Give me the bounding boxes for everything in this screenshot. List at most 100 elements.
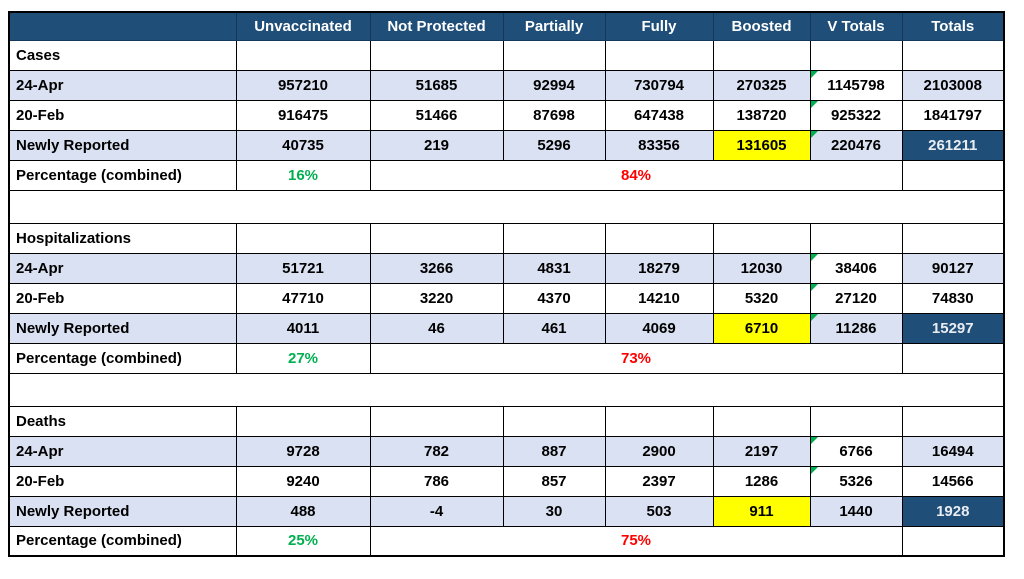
data-cell[interactable]: 911	[712, 495, 811, 527]
percentage-label-cell[interactable]: Percentage (combined)	[8, 525, 237, 557]
empty-cell[interactable]	[901, 342, 1005, 374]
data-cell[interactable]: 957210	[235, 69, 371, 101]
empty-cell[interactable]	[235, 39, 371, 71]
percentage-label-cell[interactable]: Percentage (combined)	[8, 159, 237, 191]
data-cell[interactable]: 5326	[809, 465, 903, 497]
data-cell[interactable]: 46	[369, 312, 504, 344]
data-cell[interactable]: 1841797	[901, 99, 1005, 131]
percentage-vaccinated-cell[interactable]: 75%	[369, 525, 903, 557]
row-label-cell[interactable]: 20-Feb	[8, 99, 237, 131]
empty-cell[interactable]	[901, 222, 1005, 254]
data-cell[interactable]: 730794	[604, 69, 714, 101]
empty-cell[interactable]	[502, 405, 606, 437]
row-label-cell[interactable]: Newly Reported	[8, 129, 237, 161]
data-cell[interactable]: 90127	[901, 252, 1005, 284]
data-cell[interactable]: 47710	[235, 282, 371, 314]
empty-cell[interactable]	[712, 405, 811, 437]
data-cell[interactable]: 12030	[712, 252, 811, 284]
data-cell[interactable]: 74830	[901, 282, 1005, 314]
data-cell[interactable]: 27120	[809, 282, 903, 314]
row-label-cell[interactable]: Newly Reported	[8, 312, 237, 344]
percentage-unvaccinated-cell[interactable]: 25%	[235, 525, 371, 557]
data-cell[interactable]: 1440	[809, 495, 903, 527]
data-cell[interactable]: 857	[502, 465, 606, 497]
data-cell[interactable]: 1286	[712, 465, 811, 497]
data-cell[interactable]: 131605	[712, 129, 811, 161]
row-label-cell[interactable]: 20-Feb	[8, 465, 237, 497]
data-cell[interactable]: 4069	[604, 312, 714, 344]
data-cell[interactable]: 219	[369, 129, 504, 161]
empty-cell[interactable]	[809, 222, 903, 254]
empty-cell[interactable]	[369, 405, 504, 437]
data-cell[interactable]: 2197	[712, 435, 811, 467]
empty-cell[interactable]	[809, 39, 903, 71]
data-cell[interactable]: 51685	[369, 69, 504, 101]
column-header-unvaccinated[interactable]: Unvaccinated	[235, 11, 371, 41]
empty-cell[interactable]	[901, 525, 1005, 557]
empty-cell[interactable]	[901, 39, 1005, 71]
empty-cell[interactable]	[712, 39, 811, 71]
data-cell[interactable]: 782	[369, 435, 504, 467]
empty-cell[interactable]	[502, 39, 606, 71]
data-cell[interactable]: 16494	[901, 435, 1005, 467]
data-cell[interactable]: 138720	[712, 99, 811, 131]
column-header-partially[interactable]: Partially	[502, 11, 606, 41]
data-cell[interactable]: 11286	[809, 312, 903, 344]
data-cell[interactable]: 647438	[604, 99, 714, 131]
empty-cell[interactable]	[235, 222, 371, 254]
data-cell[interactable]: 5320	[712, 282, 811, 314]
data-cell[interactable]: 4011	[235, 312, 371, 344]
data-cell[interactable]: 270325	[712, 69, 811, 101]
data-cell[interactable]: 2900	[604, 435, 714, 467]
data-cell[interactable]: 887	[502, 435, 606, 467]
data-cell[interactable]: 461	[502, 312, 606, 344]
data-cell[interactable]: -4	[369, 495, 504, 527]
data-cell[interactable]: 38406	[809, 252, 903, 284]
data-cell[interactable]: 3220	[369, 282, 504, 314]
empty-cell[interactable]	[901, 159, 1005, 191]
section-title[interactable]: Hospitalizations	[8, 222, 237, 254]
data-cell[interactable]: 6710	[712, 312, 811, 344]
row-label-cell[interactable]: 24-Apr	[8, 69, 237, 101]
empty-cell[interactable]	[712, 222, 811, 254]
column-header-totals[interactable]: Totals	[901, 11, 1005, 41]
data-cell[interactable]: 5296	[502, 129, 606, 161]
data-cell[interactable]: 18279	[604, 252, 714, 284]
data-cell[interactable]: 9728	[235, 435, 371, 467]
data-cell[interactable]: 925322	[809, 99, 903, 131]
data-cell[interactable]: 1928	[901, 495, 1005, 527]
empty-cell[interactable]	[369, 39, 504, 71]
percentage-unvaccinated-cell[interactable]: 27%	[235, 342, 371, 374]
data-cell[interactable]: 4370	[502, 282, 606, 314]
data-cell[interactable]: 916475	[235, 99, 371, 131]
empty-cell[interactable]	[604, 222, 714, 254]
empty-cell[interactable]	[235, 405, 371, 437]
percentage-unvaccinated-cell[interactable]: 16%	[235, 159, 371, 191]
empty-cell[interactable]	[502, 222, 606, 254]
data-cell[interactable]: 87698	[502, 99, 606, 131]
data-cell[interactable]: 220476	[809, 129, 903, 161]
data-cell[interactable]: 51466	[369, 99, 504, 131]
data-cell[interactable]: 51721	[235, 252, 371, 284]
data-cell[interactable]: 4831	[502, 252, 606, 284]
data-cell[interactable]: 6766	[809, 435, 903, 467]
row-label-cell[interactable]: 20-Feb	[8, 282, 237, 314]
corner-header-cell[interactable]	[8, 11, 237, 41]
data-cell[interactable]: 14566	[901, 465, 1005, 497]
data-cell[interactable]: 2103008	[901, 69, 1005, 101]
column-header-fully[interactable]: Fully	[604, 11, 714, 41]
column-header-v-totals[interactable]: V Totals	[809, 11, 903, 41]
percentage-vaccinated-cell[interactable]: 84%	[369, 159, 903, 191]
column-header-boosted[interactable]: Boosted	[712, 11, 811, 41]
percentage-label-cell[interactable]: Percentage (combined)	[8, 342, 237, 374]
section-title[interactable]: Cases	[8, 39, 237, 71]
percentage-vaccinated-cell[interactable]: 73%	[369, 342, 903, 374]
data-cell[interactable]: 14210	[604, 282, 714, 314]
data-cell[interactable]: 9240	[235, 465, 371, 497]
data-cell[interactable]: 1145798	[809, 69, 903, 101]
data-cell[interactable]: 503	[604, 495, 714, 527]
empty-cell[interactable]	[604, 39, 714, 71]
data-cell[interactable]: 40735	[235, 129, 371, 161]
data-cell[interactable]: 92994	[502, 69, 606, 101]
row-label-cell[interactable]: Newly Reported	[8, 495, 237, 527]
